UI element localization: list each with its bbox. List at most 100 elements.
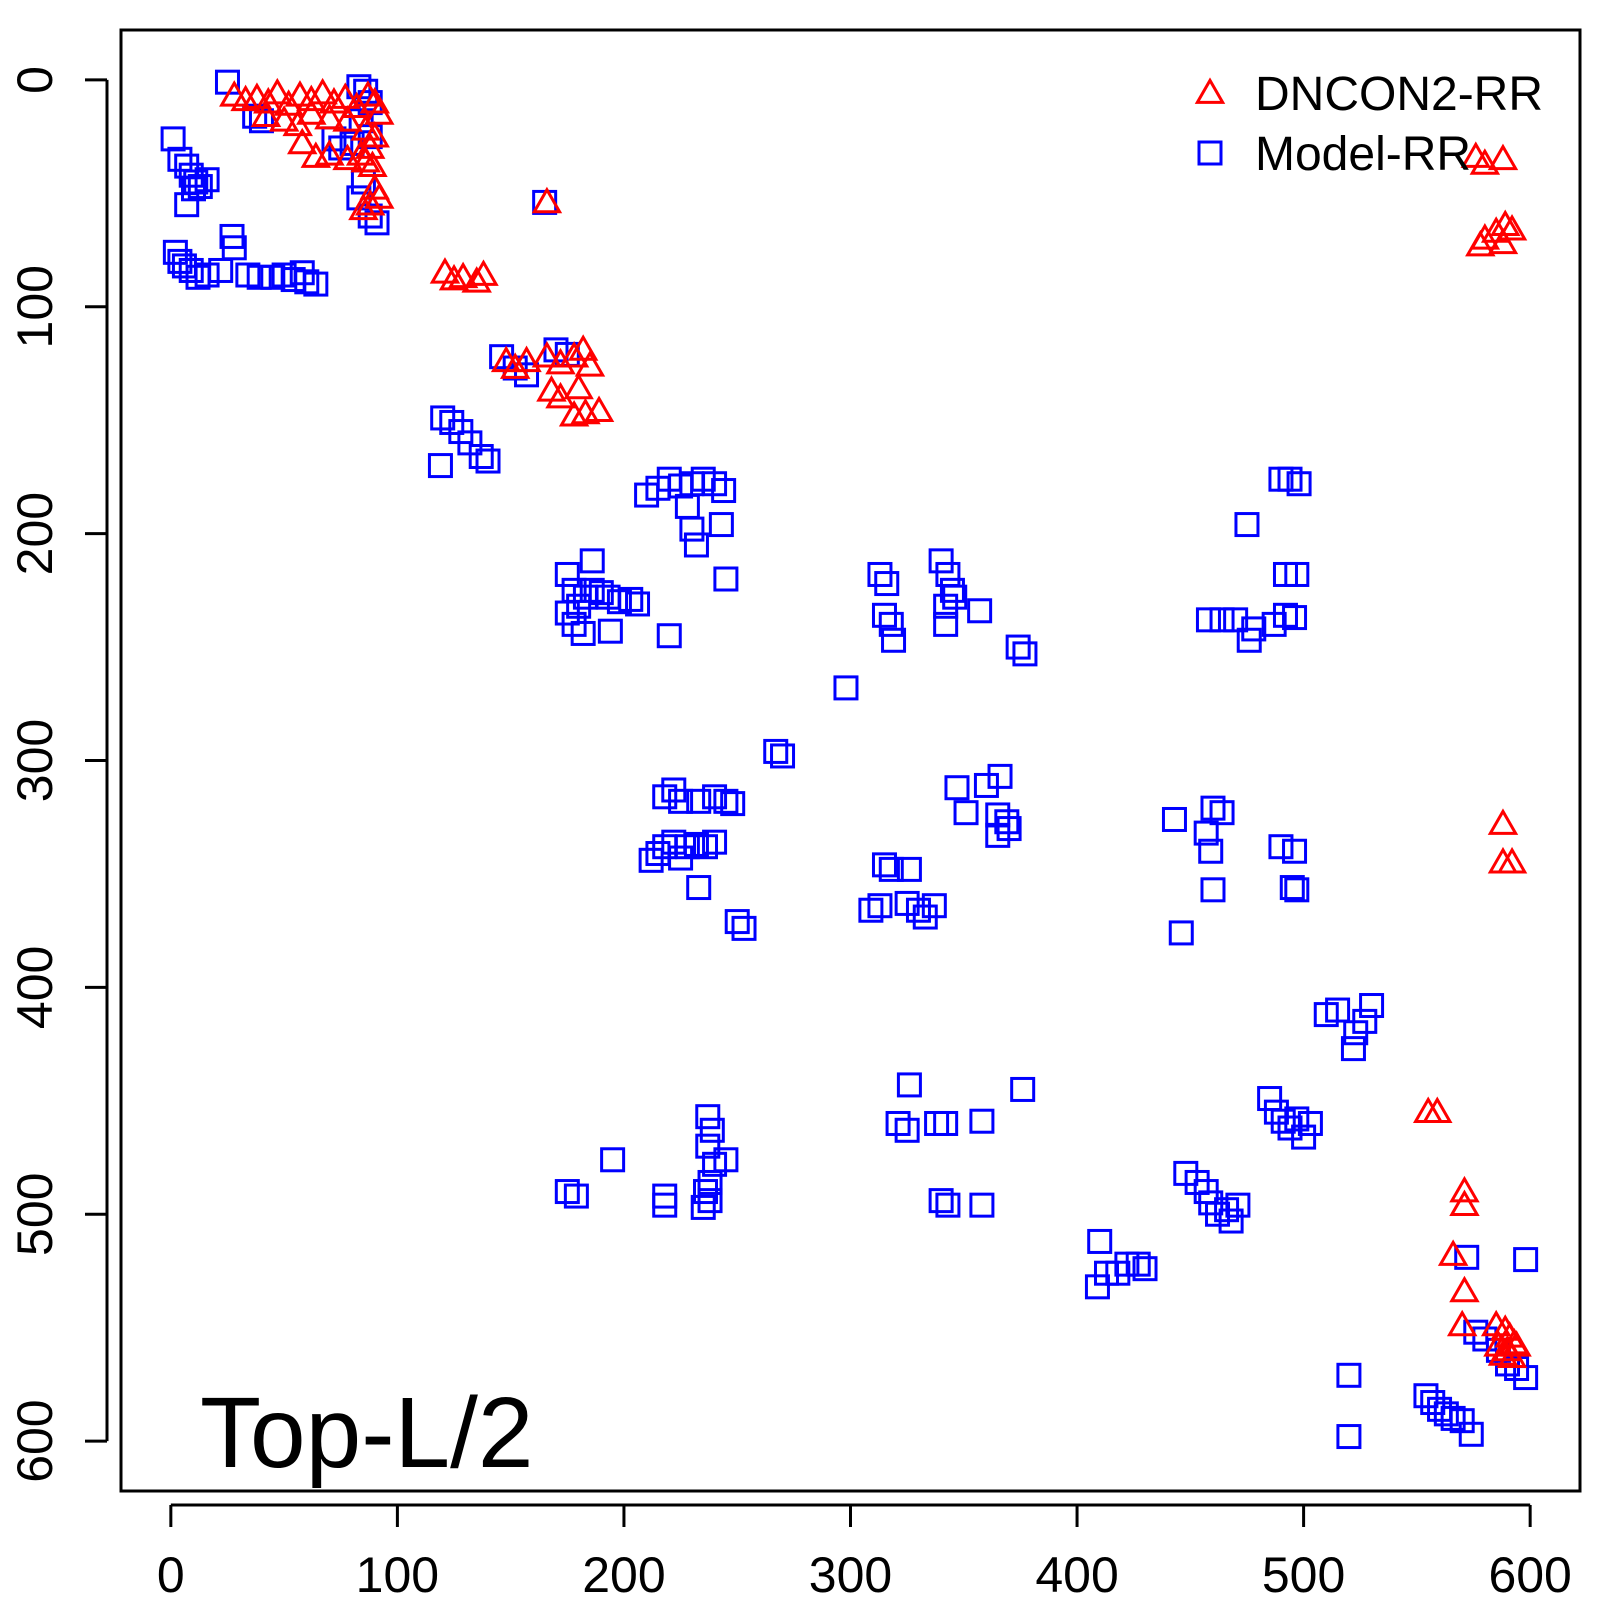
points-layer — [160, 69, 1539, 1450]
model-rr-point — [554, 1179, 580, 1205]
legend-label-dncon2-rr: DNCON2-RR — [1255, 68, 1543, 121]
dncon2-rr-point — [1487, 808, 1519, 835]
model-rr-point — [554, 561, 580, 587]
model-rr-point — [1359, 993, 1385, 1019]
model-rr-point — [878, 856, 904, 882]
model-rr-point — [1504, 1355, 1530, 1381]
model-rr-point — [987, 763, 1013, 789]
model-rr-point — [928, 1188, 954, 1214]
model-rr-point — [720, 791, 746, 817]
model-rr-point — [1325, 997, 1351, 1023]
y-axis: 0 100 200 300 400 500 600 — [7, 66, 109, 1483]
dncon2-rr-point — [268, 105, 300, 132]
model-rr-point — [894, 1117, 920, 1143]
model-rr-point — [1184, 1169, 1210, 1195]
model-rr-point — [770, 743, 796, 769]
model-rr-point — [1084, 1274, 1110, 1300]
model-rr-point — [1433, 1401, 1459, 1427]
dncon2-rr-point — [296, 98, 327, 125]
model-rr-point — [294, 269, 320, 295]
dncon2-rr-point — [499, 352, 531, 379]
dncon2-rr-point — [563, 372, 594, 400]
x-tick-label: 500 — [1262, 1547, 1345, 1600]
dncon2-rr-point — [1449, 1175, 1480, 1203]
dncon2-rr-point — [230, 84, 261, 112]
y-tick-label: 500 — [7, 1173, 63, 1256]
model-rr-point — [1205, 1201, 1231, 1227]
dncon2-rr-point — [330, 82, 361, 109]
dncon2-rr-point — [1496, 846, 1528, 874]
dncon2-rr-point — [574, 350, 606, 377]
model-rr-point — [933, 1110, 959, 1136]
model-rr-point — [1513, 1247, 1539, 1273]
dncon2-rr-point — [558, 341, 590, 368]
model-rr-point — [683, 831, 709, 857]
model-rr-point — [1413, 1383, 1439, 1409]
dncon2-rr-point — [1465, 229, 1496, 257]
model-rr-point — [713, 1147, 739, 1173]
model-rr-point — [885, 1110, 911, 1136]
x-tick-label: 400 — [1035, 1547, 1118, 1600]
x-tick-label: 0 — [157, 1547, 185, 1600]
dncon2-rr-point — [1501, 1330, 1532, 1357]
model-rr-point — [695, 1133, 721, 1159]
model-rr-point — [1268, 834, 1294, 860]
x-tick-label: 600 — [1488, 1547, 1571, 1600]
dncon2-rr-point — [250, 100, 282, 128]
dncon2-rr-point — [350, 145, 381, 173]
model-rr-point — [561, 611, 587, 637]
legend-symbol-model-rr — [1197, 140, 1223, 166]
model-rr-point — [697, 1188, 723, 1214]
dncon2-rr-point — [558, 400, 590, 427]
model-rr-point — [563, 1183, 589, 1209]
model-rr-point — [1352, 1008, 1378, 1034]
model-rr-point — [1234, 512, 1260, 538]
model-rr-point — [1336, 1362, 1362, 1388]
dncon2-rr-point — [1446, 1309, 1478, 1337]
model-rr-point — [1279, 875, 1305, 901]
model-rr-point — [180, 176, 206, 202]
model-rr-point — [933, 611, 959, 637]
model-rr-point — [695, 1104, 721, 1130]
legend-symbol-dncon2-rr — [1194, 77, 1226, 104]
model-rr-point — [618, 586, 644, 612]
y-tick-label: 300 — [7, 719, 63, 802]
dncon2-rr-point — [567, 334, 599, 361]
dncon2-rr-point — [531, 341, 563, 368]
model-rr-point — [1195, 607, 1221, 633]
dncon2-rr-point — [1422, 1096, 1453, 1123]
legend-label-model-rr: Model-RR — [1255, 128, 1471, 181]
dncon2-rr-point — [438, 263, 470, 291]
model-rr-point — [1284, 877, 1310, 903]
model-rr-point — [708, 512, 734, 538]
model-rr-point — [713, 566, 739, 592]
model-rr-point — [833, 675, 859, 701]
dncon2-rr-point — [364, 98, 395, 125]
model-rr-point — [246, 264, 272, 290]
model-rr-point — [896, 1072, 922, 1098]
model-rr-point — [1340, 1036, 1366, 1062]
dncon2-rr-point — [354, 189, 386, 216]
model-rr-point — [942, 584, 968, 610]
model-rr-point — [1458, 1421, 1484, 1447]
plot-frame — [119, 28, 1582, 1493]
model-rr-point — [427, 453, 453, 479]
model-rr-point — [693, 834, 719, 860]
model-rr-point — [1282, 838, 1308, 864]
dncon2-rr-point — [1487, 227, 1519, 255]
model-rr-point — [944, 775, 970, 801]
model-rr-point — [1263, 1099, 1289, 1125]
model-rr-point — [994, 809, 1020, 835]
model-rr-point — [896, 856, 922, 882]
legend: DNCON2-RR Model-RR — [1194, 68, 1543, 181]
model-rr-point — [1261, 611, 1287, 637]
model-rr-point — [468, 444, 494, 470]
model-rr-point — [702, 829, 728, 855]
model-rr-point — [1336, 1424, 1362, 1450]
model-rr-point — [731, 915, 757, 941]
model-rr-point — [668, 788, 694, 814]
model-rr-point — [928, 548, 954, 574]
model-rr-point — [303, 271, 329, 297]
